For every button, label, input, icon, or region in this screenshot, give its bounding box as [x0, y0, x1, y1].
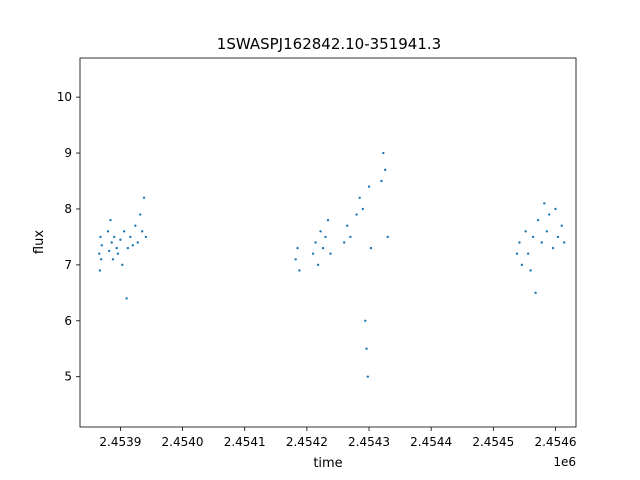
data-point [324, 235, 327, 239]
data-point [529, 269, 532, 272]
data-point [119, 238, 122, 241]
data-point [110, 241, 113, 244]
x-axis-ticks: 2.4539 2.4540 2.4541 2.4542 2.4543 2.4544 2.45… [99, 427, 576, 449]
data-point [111, 258, 115, 261]
data-point [369, 246, 373, 250]
data-point [382, 151, 385, 155]
data-point [518, 241, 521, 244]
x-tick-label: 2.4539 [99, 435, 141, 449]
data-point [556, 235, 560, 239]
data-point [543, 202, 546, 205]
x-tick-label: 2.4541 [224, 435, 266, 449]
data-points [98, 151, 566, 378]
data-point [366, 375, 369, 378]
data-point [100, 244, 103, 247]
data-point [99, 258, 103, 261]
data-point [99, 235, 102, 239]
y-tick-label: 9 [64, 146, 72, 160]
data-point [129, 235, 132, 239]
data-point [122, 230, 126, 233]
data-point [536, 218, 540, 222]
data-point [534, 291, 537, 295]
data-point [121, 263, 124, 267]
data-point [551, 246, 555, 250]
data-point [361, 207, 365, 211]
data-point [140, 230, 144, 233]
data-point [98, 252, 101, 255]
data-point [316, 263, 320, 267]
data-point [126, 246, 130, 250]
data-point [349, 235, 352, 239]
y-tick-label: 5 [64, 370, 72, 384]
data-point [560, 224, 563, 227]
x-tick-label: 2.4546 [534, 435, 576, 449]
data-point [109, 218, 112, 222]
y-tick-label: 6 [64, 314, 72, 328]
data-point [367, 185, 371, 188]
data-point [524, 230, 527, 233]
data-point [108, 249, 111, 253]
data-point [314, 241, 317, 244]
x-tick-label: 2.4540 [162, 435, 204, 449]
data-point [346, 224, 349, 227]
data-point [383, 168, 387, 172]
data-point [380, 179, 383, 183]
data-point [365, 347, 368, 350]
data-point [125, 297, 128, 300]
data-point [142, 196, 146, 199]
x-tick-label: 2.4542 [286, 435, 328, 449]
x-tick-label: 2.4544 [410, 435, 452, 449]
data-point [296, 246, 299, 250]
data-point [298, 269, 301, 272]
data-point [136, 241, 139, 244]
data-point [139, 213, 142, 216]
data-point [554, 207, 557, 211]
data-point [134, 224, 137, 227]
data-point [515, 252, 519, 255]
data-point [355, 213, 358, 216]
plot-frame [79, 57, 577, 428]
x-axis-label: time [313, 456, 342, 471]
data-point [548, 213, 551, 216]
x-tick-label: 2.4545 [472, 435, 514, 449]
data-point [319, 230, 322, 233]
data-point [386, 235, 389, 239]
data-point [364, 319, 367, 322]
data-point [112, 235, 116, 239]
data-point [545, 230, 548, 233]
data-point [116, 252, 120, 255]
data-point [326, 218, 330, 222]
y-tick-label: 8 [64, 202, 72, 216]
x-axis-offset-label: 1e6 [553, 455, 576, 469]
y-tick-label: 10 [57, 90, 72, 104]
chart-title: 1SWASPJ162842.10-351941.3 [217, 35, 441, 53]
data-point [562, 241, 566, 244]
data-point [321, 246, 325, 250]
data-point [329, 252, 332, 255]
x-tick-label: 2.4543 [348, 435, 390, 449]
data-point [540, 241, 544, 244]
data-point [144, 235, 148, 239]
data-point [115, 246, 118, 250]
data-point [358, 196, 361, 199]
y-axis-ticks: 5 6 7 8 9 10 [57, 90, 80, 384]
data-point [98, 269, 102, 272]
data-point [311, 252, 315, 255]
y-axis-label: flux [32, 230, 47, 254]
data-point [342, 241, 346, 244]
data-point [106, 230, 110, 233]
data-point [294, 258, 297, 261]
y-tick-label: 7 [64, 258, 72, 272]
data-point [526, 252, 530, 255]
data-point [131, 244, 135, 247]
data-point [531, 235, 535, 239]
data-point [520, 263, 524, 267]
